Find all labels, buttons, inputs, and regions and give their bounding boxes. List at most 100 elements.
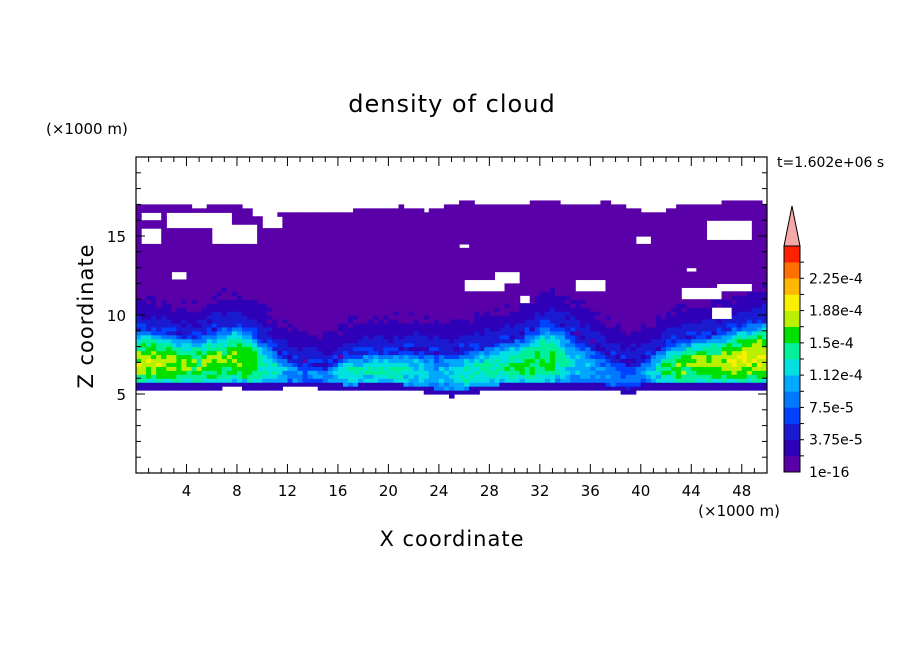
density-cell: [660, 251, 667, 257]
density-cell: [166, 247, 172, 253]
density-cell: [383, 220, 389, 225]
density-cell: [302, 295, 309, 300]
density-cell: [560, 366, 566, 371]
density-cell: [282, 374, 289, 379]
density-cell: [433, 255, 440, 261]
density-cell: [216, 299, 223, 304]
density-cell: [600, 374, 607, 379]
density-cell: [368, 315, 374, 320]
density-cell: [560, 362, 566, 367]
density-cell: [524, 303, 531, 308]
density-cell: [141, 208, 147, 213]
density-cell: [691, 216, 697, 221]
density-cell: [524, 243, 531, 249]
density-cell: [696, 311, 702, 316]
density-cell: [484, 330, 490, 336]
density-cell: [191, 247, 198, 253]
density-cell: [247, 318, 253, 324]
density-cell: [615, 346, 622, 352]
density-cell: [635, 382, 642, 387]
density-cell: [691, 318, 697, 324]
density-cell: [247, 362, 253, 367]
density-cell: [383, 283, 389, 288]
density-cell: [388, 239, 395, 245]
density-cell: [201, 382, 208, 387]
density-cell: [297, 287, 304, 292]
density-cell: [620, 224, 627, 229]
density-cell: [590, 318, 596, 324]
density-cell: [393, 326, 400, 332]
density-cell: [191, 366, 198, 371]
density-cell: [514, 283, 521, 288]
density-cell: [600, 228, 607, 233]
density-cell: [332, 326, 339, 332]
density-cell: [671, 263, 677, 269]
density-cell: [660, 271, 667, 277]
density-cell: [231, 283, 238, 288]
density-cell: [332, 358, 339, 363]
density-cell: [433, 259, 440, 265]
density-cell: [252, 307, 258, 312]
density-cell: [226, 315, 233, 320]
density-cell: [650, 354, 657, 360]
density-cell: [605, 378, 612, 383]
density-cell: [196, 334, 203, 340]
density-cell: [393, 236, 400, 241]
density-cell: [307, 334, 314, 340]
density-cell: [509, 311, 516, 316]
density-cell: [681, 382, 687, 387]
density-cell: [590, 299, 596, 304]
density-cell: [211, 279, 218, 284]
density-cell: [383, 255, 389, 261]
density-cell: [176, 370, 183, 375]
density-cell: [544, 382, 551, 387]
density-cell: [645, 216, 652, 221]
density-cell: [625, 236, 632, 241]
density-cell: [459, 366, 465, 371]
density-cell: [539, 271, 546, 277]
density-cell: [580, 247, 586, 253]
density-cell: [373, 354, 379, 360]
density-cell: [277, 287, 283, 292]
density-cell: [666, 255, 672, 261]
density-cell: [691, 255, 697, 261]
density-cell: [479, 224, 485, 229]
density-cell: [443, 271, 450, 277]
density-cell: [494, 358, 501, 363]
density-cell: [358, 350, 364, 356]
density-cell: [484, 386, 490, 391]
density-cell: [373, 263, 379, 269]
density-cell: [242, 346, 248, 352]
density-cell: [292, 287, 299, 292]
density-cell: [403, 239, 410, 245]
density-cell: [388, 311, 395, 316]
density-cell: [403, 346, 410, 352]
density-cell: [484, 370, 490, 375]
density-cell: [151, 287, 157, 292]
density-cell: [469, 382, 475, 387]
density-cell: [469, 350, 475, 356]
density-cell: [655, 263, 662, 269]
density-cell: [575, 263, 581, 269]
density-cell: [282, 220, 289, 225]
density-cell: [161, 374, 167, 379]
density-cell: [393, 334, 400, 340]
density-cell: [262, 228, 268, 233]
density-cell: [231, 322, 238, 328]
density-cell: [398, 255, 405, 261]
density-cell: [166, 236, 172, 241]
density-cell: [408, 307, 415, 312]
density-cell: [469, 220, 475, 225]
density-cell: [297, 251, 304, 257]
density-cell: [696, 326, 702, 332]
density-cell: [681, 326, 687, 332]
density-cell: [257, 255, 263, 261]
density-cell: [565, 382, 571, 387]
density-cell: [534, 247, 541, 253]
density-cell: [226, 263, 233, 269]
density-cell: [549, 303, 556, 308]
density-cell: [499, 334, 506, 340]
density-cell: [650, 212, 657, 217]
density-cell: [171, 386, 177, 391]
density-cell: [368, 318, 374, 324]
